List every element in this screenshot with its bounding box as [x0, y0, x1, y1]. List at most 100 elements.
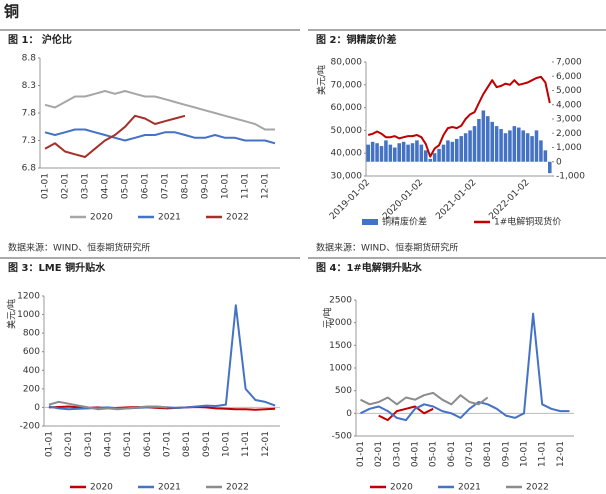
- x-tick-label: 06-01: [447, 441, 457, 467]
- y-tick-label: 600: [23, 347, 40, 357]
- legend-label: 2020: [90, 483, 113, 493]
- legend-label: 2022: [226, 483, 249, 493]
- x-tick-label: 02-01: [64, 431, 74, 457]
- y-tick-label: 2000: [329, 318, 352, 328]
- x-tick-label: 2022-01-02: [487, 178, 531, 222]
- y-tick-label: 400: [23, 366, 40, 376]
- legend-label: 1#电解铜现货价: [494, 216, 561, 228]
- bar: [543, 150, 548, 162]
- line: [44, 128, 276, 145]
- chart-title: 图 2：铜精废价差: [316, 33, 396, 46]
- bar: [441, 144, 446, 162]
- bar: [393, 147, 397, 162]
- bar: [534, 130, 539, 162]
- y-tick-label: 1500: [329, 341, 352, 351]
- y-tick-label: 800: [23, 329, 40, 339]
- y-tick-label: 6.8: [22, 164, 37, 174]
- y-tick-label: 1200: [17, 292, 40, 302]
- bar: [512, 126, 517, 162]
- bar: [521, 130, 525, 162]
- x-tick-label: 07-01: [161, 173, 171, 199]
- y-tick-label: 8.3: [22, 81, 36, 91]
- bar: [459, 136, 463, 162]
- y2-tick-label: 1,000: [556, 143, 582, 153]
- y-tick-label: 200: [23, 384, 40, 394]
- bar: [481, 110, 486, 162]
- y2-tick-label: 3,000: [556, 115, 582, 125]
- bar: [468, 130, 472, 162]
- heading: 铜: [4, 3, 19, 21]
- bar: [503, 133, 508, 162]
- y2-tick-label: -1,000: [556, 172, 585, 182]
- x-tick-label: 07-01: [465, 441, 475, 467]
- y-tick-label: -200: [20, 422, 41, 432]
- legend-swatch: [362, 219, 378, 225]
- chart-title: 图 1： 沪伦比: [8, 33, 72, 46]
- x-tick-label: 08-01: [181, 173, 191, 199]
- bar: [548, 161, 552, 174]
- y-axis-label: 元/吨: [322, 307, 334, 328]
- bar: [384, 140, 388, 162]
- legend-label: 2021: [158, 213, 181, 223]
- line: [44, 114, 186, 158]
- bar: [525, 133, 530, 162]
- x-tick-label: 05-01: [429, 441, 439, 467]
- x-tick-label: 06-01: [141, 173, 151, 199]
- y-tick-label: 30,000: [331, 172, 363, 182]
- bar: [494, 126, 499, 162]
- legend-label: 2021: [158, 483, 181, 493]
- bar: [463, 133, 468, 162]
- x-tick-label: 03-01: [84, 431, 94, 457]
- x-tick-label: 05-01: [121, 173, 131, 199]
- bar: [406, 144, 410, 162]
- x-tick-label: 12-01: [261, 431, 271, 457]
- line: [360, 391, 489, 406]
- bar: [499, 128, 503, 162]
- y-tick-label: 500: [335, 386, 352, 396]
- bar: [472, 126, 477, 162]
- source: 数据来源：WIND、恒泰期货研究所: [316, 242, 458, 254]
- y-axis-label: 美元/吨: [6, 299, 18, 329]
- x-tick-label: 11-01: [538, 441, 548, 467]
- bar: [428, 158, 432, 162]
- y-tick-label: 2500: [329, 296, 352, 306]
- y-tick-label: 1000: [17, 310, 40, 320]
- bar: [486, 116, 490, 162]
- x-tick-label: 05-01: [123, 431, 133, 457]
- bar: [388, 144, 393, 162]
- legend-label: 2020: [90, 213, 113, 223]
- y-tick-label: 40,000: [331, 149, 363, 159]
- y-tick-label: -500: [332, 432, 353, 442]
- x-tick-label: 12-01: [556, 441, 566, 467]
- legend-label: 2020: [390, 483, 413, 493]
- bar: [446, 140, 450, 162]
- x-tick-label: 09-01: [202, 431, 212, 457]
- y-tick-label: 0: [346, 409, 352, 419]
- x-tick-label: 11-01: [241, 173, 251, 199]
- bar: [490, 121, 494, 162]
- x-tick-label: 04-01: [101, 173, 111, 199]
- x-tick-label: 2020-01-02: [381, 178, 425, 222]
- x-tick-label: 02-01: [61, 173, 71, 199]
- y2-tick-label: 5,000: [556, 86, 582, 96]
- bar: [432, 153, 437, 162]
- x-tick-label: 09-01: [501, 441, 511, 467]
- bar: [370, 141, 375, 162]
- line: [44, 90, 275, 131]
- legend-label: 2021: [458, 483, 481, 493]
- x-tick-label: 10-01: [221, 173, 231, 199]
- bar: [401, 141, 406, 162]
- bar: [530, 136, 534, 162]
- bar: [415, 140, 419, 162]
- y-axis-label: 美元/吨: [316, 65, 328, 95]
- line: [367, 75, 551, 158]
- x-tick-label: 03-01: [81, 173, 91, 199]
- y-tick-label: 80,000: [331, 58, 363, 68]
- bar: [397, 143, 401, 162]
- x-tick-label: 04-01: [411, 441, 421, 467]
- bar: [424, 150, 428, 162]
- x-tick-label: 08-01: [182, 431, 192, 457]
- y-tick-label: 0: [34, 403, 40, 413]
- bar: [419, 144, 424, 162]
- y-tick-label: 50,000: [331, 126, 363, 136]
